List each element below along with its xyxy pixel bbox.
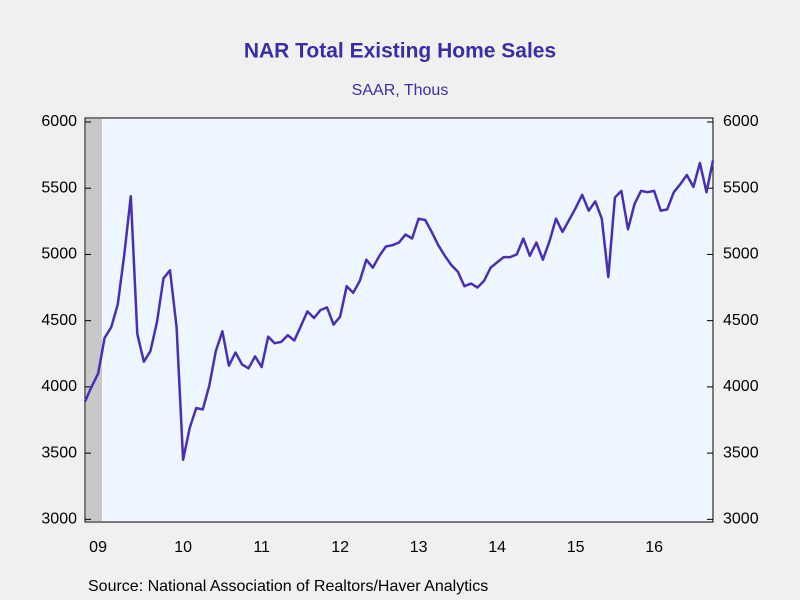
x-tick-label: 10 <box>174 539 192 556</box>
y2-tick-label: 5500 <box>723 179 759 196</box>
y-tick-label: 5000 <box>41 246 77 263</box>
x-tick-label: 14 <box>488 539 506 556</box>
x-tick-label: 12 <box>331 539 349 556</box>
source-note: Source: National Association of Realtors… <box>88 578 488 595</box>
y-tick-label: 3500 <box>41 444 77 461</box>
x-tick-label: 16 <box>645 539 663 556</box>
y-tick-label: 3000 <box>41 511 77 528</box>
y-tick-label: 4500 <box>41 312 77 329</box>
y2-tick-label: 3000 <box>723 511 759 528</box>
plot-area <box>84 117 714 523</box>
y2-tick-label: 4000 <box>723 378 759 395</box>
y-tick-label: 4000 <box>41 378 77 395</box>
x-tick-label: 15 <box>567 539 585 556</box>
line-series <box>83 160 715 461</box>
chart-subtitle: SAAR, Thous <box>352 82 449 99</box>
y-tick-label: 5500 <box>41 179 77 196</box>
x-tick-label: 13 <box>410 539 428 556</box>
y2-tick-label: 6000 <box>723 113 759 130</box>
y2-tick-label: 3500 <box>723 444 759 461</box>
x-tick-label: 11 <box>253 539 270 556</box>
x-tick-label: 09 <box>89 539 107 556</box>
y-tick-label: 6000 <box>41 113 77 130</box>
y2-tick-label: 4500 <box>723 312 759 329</box>
recession-shading <box>86 119 102 521</box>
chart-title: NAR Total Existing Home Sales <box>244 40 556 63</box>
y2-tick-label: 5000 <box>723 246 759 263</box>
